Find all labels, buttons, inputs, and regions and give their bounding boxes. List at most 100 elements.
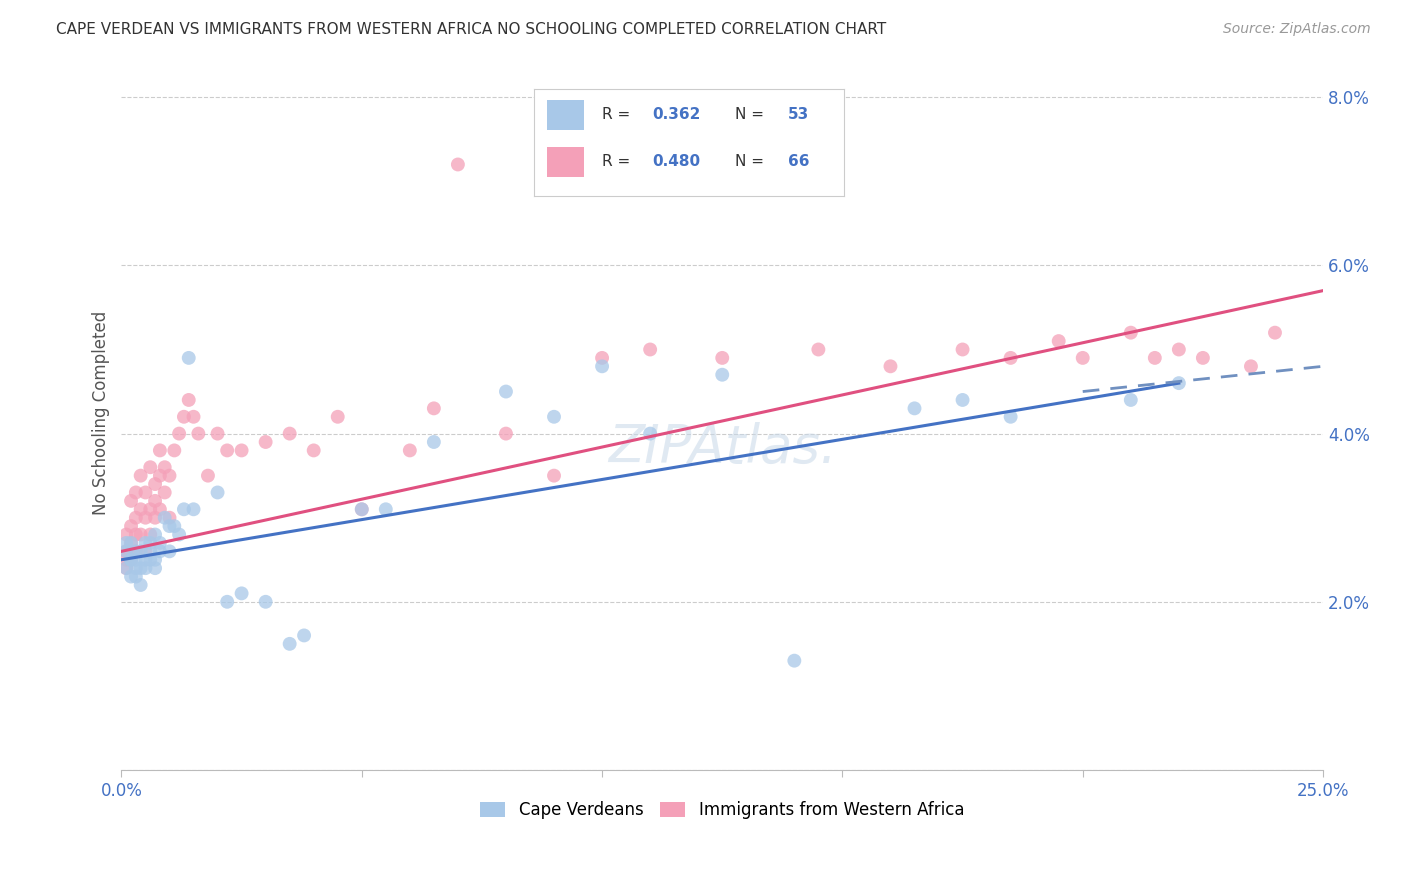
Point: [1071, 351, 1094, 365]
Point: [495, 426, 517, 441]
Point: [134, 485, 156, 500]
Point: [1000, 409, 1022, 424]
Point: [139, 544, 162, 558]
Point: [139, 553, 162, 567]
Point: [115, 527, 138, 541]
Point: [952, 343, 974, 357]
Point: [879, 359, 901, 374]
Bar: [547, 147, 583, 177]
Point: [129, 578, 152, 592]
Point: [1167, 343, 1189, 357]
Point: [167, 527, 190, 541]
Point: [159, 519, 181, 533]
Point: [177, 392, 200, 407]
Point: [952, 392, 974, 407]
Point: [1192, 351, 1215, 365]
Point: [120, 569, 142, 583]
Point: [217, 443, 239, 458]
Point: [134, 544, 156, 558]
Point: [139, 536, 162, 550]
Point: [120, 519, 142, 533]
Point: [173, 502, 195, 516]
Point: [139, 502, 162, 516]
Point: [278, 637, 301, 651]
Point: [183, 502, 205, 516]
Point: [120, 553, 142, 567]
Point: [217, 595, 239, 609]
Point: [125, 553, 148, 567]
Point: [1264, 326, 1286, 340]
Point: [1143, 351, 1166, 365]
Point: [129, 527, 152, 541]
Point: [125, 544, 148, 558]
Point: [159, 510, 181, 524]
Point: [120, 553, 142, 567]
Text: CAPE VERDEAN VS IMMIGRANTS FROM WESTERN AFRICA NO SCHOOLING COMPLETED CORRELATIO: CAPE VERDEAN VS IMMIGRANTS FROM WESTERN …: [56, 22, 887, 37]
Point: [292, 628, 315, 642]
Point: [149, 536, 172, 550]
Point: [115, 544, 138, 558]
Point: [495, 384, 517, 399]
Text: ZIPAtlas.: ZIPAtlas.: [607, 422, 837, 475]
Point: [1047, 334, 1070, 348]
Point: [1000, 351, 1022, 365]
Point: [143, 477, 166, 491]
Point: [120, 494, 142, 508]
Point: [129, 468, 152, 483]
Point: [231, 586, 253, 600]
Point: [254, 595, 277, 609]
Point: [187, 426, 209, 441]
Text: 0.362: 0.362: [652, 107, 700, 122]
Point: [149, 544, 172, 558]
Point: [167, 426, 190, 441]
Point: [143, 510, 166, 524]
Point: [125, 527, 148, 541]
Point: [120, 553, 142, 567]
Point: [115, 536, 138, 550]
Point: [153, 460, 176, 475]
Point: [159, 544, 181, 558]
Point: [783, 654, 806, 668]
Point: [447, 157, 470, 171]
Point: [207, 485, 229, 500]
Point: [183, 409, 205, 424]
Y-axis label: No Schooling Completed: No Schooling Completed: [93, 310, 110, 515]
Point: [125, 544, 148, 558]
Text: Source: ZipAtlas.com: Source: ZipAtlas.com: [1223, 22, 1371, 37]
Point: [423, 401, 446, 416]
Bar: [547, 100, 583, 130]
Text: 66: 66: [787, 154, 810, 169]
Point: [115, 561, 138, 575]
Point: [1240, 359, 1263, 374]
Point: [129, 544, 152, 558]
Point: [129, 561, 152, 575]
Point: [143, 553, 166, 567]
Point: [125, 485, 148, 500]
Text: 53: 53: [787, 107, 810, 122]
Point: [711, 368, 734, 382]
Point: [139, 460, 162, 475]
Point: [591, 351, 613, 365]
Point: [115, 544, 138, 558]
Point: [350, 502, 373, 516]
Point: [149, 468, 172, 483]
Point: [143, 561, 166, 575]
Point: [350, 502, 373, 516]
Point: [807, 343, 830, 357]
Point: [115, 561, 138, 575]
Point: [115, 553, 138, 567]
Point: [1119, 392, 1142, 407]
Point: [134, 553, 156, 567]
Point: [163, 519, 186, 533]
Point: [254, 435, 277, 450]
Point: [153, 510, 176, 524]
Text: N =: N =: [735, 154, 769, 169]
Point: [125, 569, 148, 583]
Point: [423, 435, 446, 450]
Point: [1119, 326, 1142, 340]
Point: [120, 536, 142, 550]
Point: [197, 468, 219, 483]
Point: [903, 401, 925, 416]
Point: [638, 343, 661, 357]
Point: [134, 536, 156, 550]
